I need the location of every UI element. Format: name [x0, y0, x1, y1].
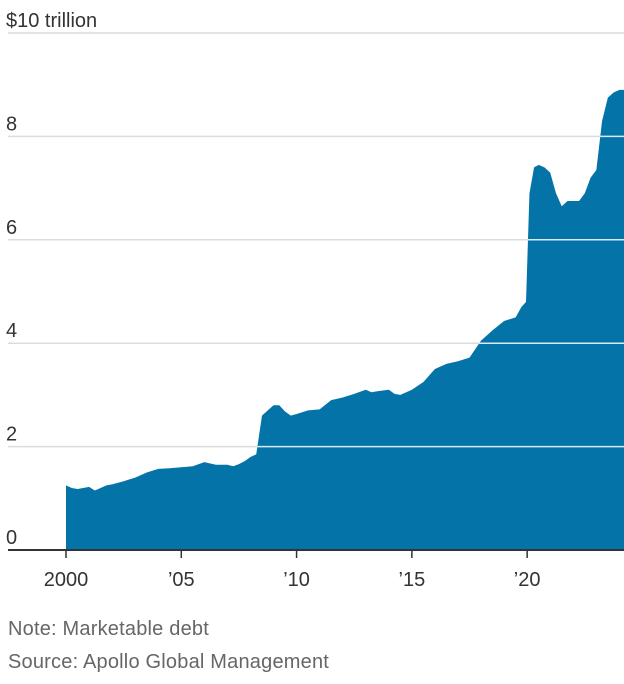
axes [8, 549, 624, 558]
y-tick-label-10: $10 trillion [6, 10, 97, 32]
chart-source: Source: Apollo Global Management [8, 651, 330, 673]
y-tick-label-2: 2 [6, 424, 17, 446]
x-tick-label-2015: ’15 [399, 569, 426, 591]
x-tick-labels: 2000 ’05 ’10 ’15 ’20 [44, 569, 541, 591]
y-tick-label-4: 4 [6, 320, 17, 342]
y-tick-labels: $10 trillion 8 6 4 2 0 [6, 10, 97, 549]
series-area [66, 89, 624, 551]
chart-note: Note: Marketable debt [8, 618, 209, 640]
series-area-fill [66, 89, 624, 551]
y-tick-label-6: 6 [6, 217, 17, 239]
x-tick-label-2010: ’10 [283, 569, 310, 591]
y-tick-label-0: 0 [6, 527, 17, 549]
x-tick-label-2020: ’20 [514, 569, 541, 591]
chart: $10 trillion 8 6 4 2 0 2000 ’05 ’10 ’15 ’20 [6, 10, 624, 591]
x-tick-label-2000: 2000 [44, 569, 89, 591]
x-tick-label-2005: ’05 [168, 569, 195, 591]
y-tick-label-8: 8 [6, 113, 17, 135]
